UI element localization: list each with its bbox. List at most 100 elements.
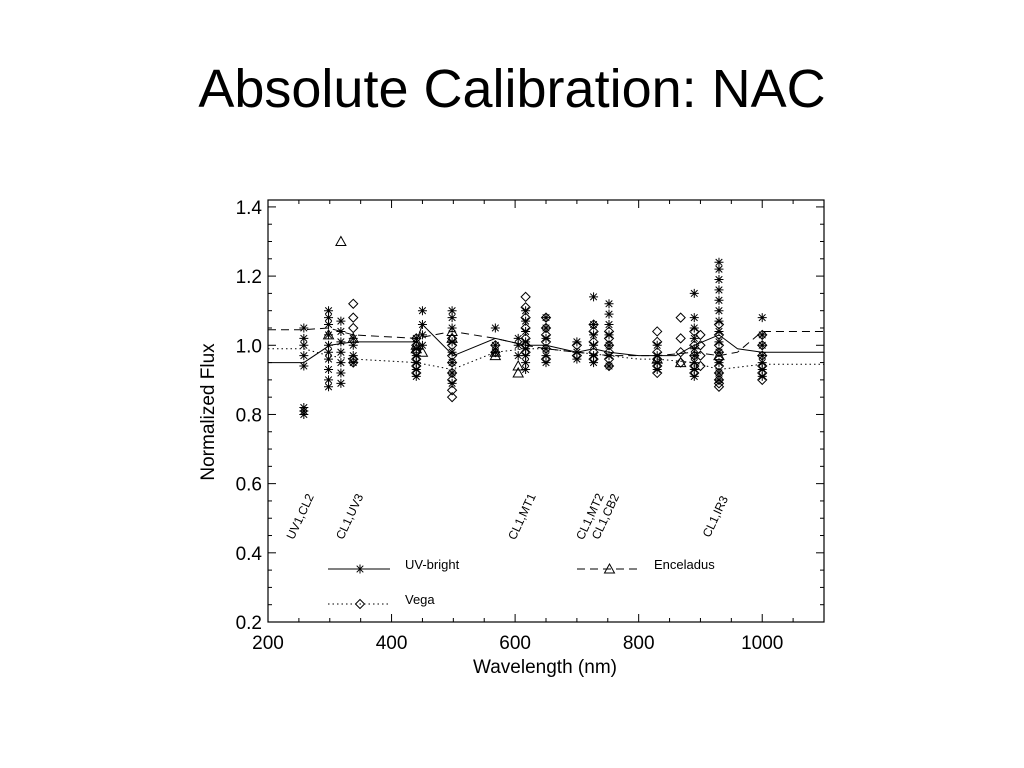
legend-marker-enceladus <box>603 562 616 574</box>
data-point-vega <box>571 350 583 361</box>
data-point-vega <box>757 360 768 372</box>
data-point-vega <box>757 350 768 361</box>
data-point-uv-bright <box>689 364 699 374</box>
filter-label: CL1,UV3 <box>333 491 366 541</box>
data-point-uv-bright <box>348 340 358 350</box>
data-point-uv-bright <box>572 354 582 364</box>
data-point-uv-bright <box>336 347 346 357</box>
data-point-uv-bright <box>521 316 531 326</box>
data-point-uv-bright <box>757 358 767 368</box>
data-point-vega <box>520 302 531 313</box>
data-point-uv-bright <box>299 323 309 333</box>
data-point-uv-bright <box>299 351 309 361</box>
data-point-uv-bright <box>757 313 767 323</box>
data-point-uv-bright <box>513 340 523 350</box>
data-point-uv-bright <box>604 340 614 350</box>
data-point-uv-bright <box>689 344 699 354</box>
data-point-uv-bright <box>714 316 724 326</box>
data-point-vega <box>713 319 725 330</box>
data-point-uv-bright <box>689 371 699 381</box>
data-point-uv-bright <box>324 320 334 330</box>
data-point-uv-bright <box>714 285 724 295</box>
data-point-vega <box>348 298 359 309</box>
data-point-uv-bright <box>447 323 457 333</box>
data-point-vega <box>520 340 531 351</box>
data-point-uv-bright <box>589 358 599 368</box>
data-point-vega <box>411 360 422 372</box>
data-point-vega <box>603 353 615 365</box>
x-axis-label: Wavelength (nm) <box>473 657 617 678</box>
data-point-uv-bright <box>324 375 334 385</box>
data-point-vega <box>713 381 725 392</box>
data-point-vega <box>588 346 599 358</box>
data-point-uv-bright <box>348 333 358 343</box>
data-point-uv-bright <box>324 313 334 323</box>
data-point-uv-bright <box>299 409 309 419</box>
legend-label-uv-bright: UV-bright <box>405 557 460 572</box>
y-tick-label: 0.4 <box>236 544 263 565</box>
data-point-uv-bright <box>336 326 346 336</box>
data-point-vega <box>675 312 686 323</box>
data-point-uv-bright <box>714 358 724 368</box>
data-point-uv-bright <box>589 320 599 330</box>
x-tick-label: 600 <box>499 633 531 654</box>
axis-ticks: 200 400 600 800 1000 0.2 0.4 0.6 0.8 1.0 1.2 1.4 <box>236 198 825 654</box>
data-point-vega <box>713 367 725 379</box>
data-point-uv-bright <box>541 333 551 343</box>
data-point-vega <box>588 319 599 330</box>
data-point-uv-bright <box>447 368 457 378</box>
data-point-vega <box>348 353 359 365</box>
data-point-vega <box>446 357 458 368</box>
data-point-vega <box>540 353 552 365</box>
data-point-vega <box>411 353 422 365</box>
data-point-vega <box>603 346 615 358</box>
data-point-uv-bright <box>411 364 421 374</box>
data-point-uv-bright <box>541 351 551 361</box>
data-point-vega <box>651 346 663 358</box>
data-point-uv-bright <box>589 292 599 302</box>
data-point-uv-bright <box>604 320 614 330</box>
data-point-vega <box>446 350 458 361</box>
data-point-uv-bright <box>447 358 457 368</box>
data-point-uv-bright <box>411 333 421 343</box>
data-point-vega <box>571 340 583 351</box>
data-point-uv-bright <box>714 306 724 316</box>
data-point-uv-bright <box>324 354 334 364</box>
data-point-vega <box>651 367 663 379</box>
data-point-vega <box>520 346 531 358</box>
data-point-enceladus <box>489 346 502 357</box>
data-point-vega <box>540 312 552 323</box>
data-point-uv-bright <box>299 333 309 343</box>
data-point-vega <box>520 322 531 334</box>
data-point-uv-bright <box>324 306 334 316</box>
data-point-vega <box>757 340 768 351</box>
data-point-uv-bright <box>757 340 767 350</box>
data-point-vega <box>695 340 706 351</box>
legend-marker-vega <box>354 598 366 610</box>
data-point-vega <box>695 360 706 372</box>
data-point-uv-bright <box>714 326 724 336</box>
data-point-vega <box>675 357 686 368</box>
data-point-uv-bright <box>652 364 662 374</box>
data-point-uv-bright <box>652 351 662 361</box>
data-point-uv-bright <box>411 344 421 354</box>
data-point-vega <box>713 329 725 341</box>
data-point-vega <box>695 350 706 361</box>
data-point-uv-bright <box>447 378 457 388</box>
data-point-vega <box>603 326 615 337</box>
data-point-uv-bright <box>689 288 699 298</box>
data-point-uv-bright <box>348 358 358 368</box>
data-point-enceladus <box>416 346 429 357</box>
y-tick-label: 0.2 <box>236 613 262 634</box>
data-point-vega <box>348 322 359 334</box>
data-point-uv-bright <box>714 368 724 378</box>
data-point-uv-bright <box>336 337 346 347</box>
data-point-uv-bright <box>299 361 309 371</box>
data-point-uv-bright <box>324 382 334 392</box>
data-point-vega <box>651 326 663 337</box>
data-point-uv-bright <box>447 313 457 323</box>
data-point-vega <box>675 333 686 344</box>
data-point-uv-bright <box>541 358 551 368</box>
